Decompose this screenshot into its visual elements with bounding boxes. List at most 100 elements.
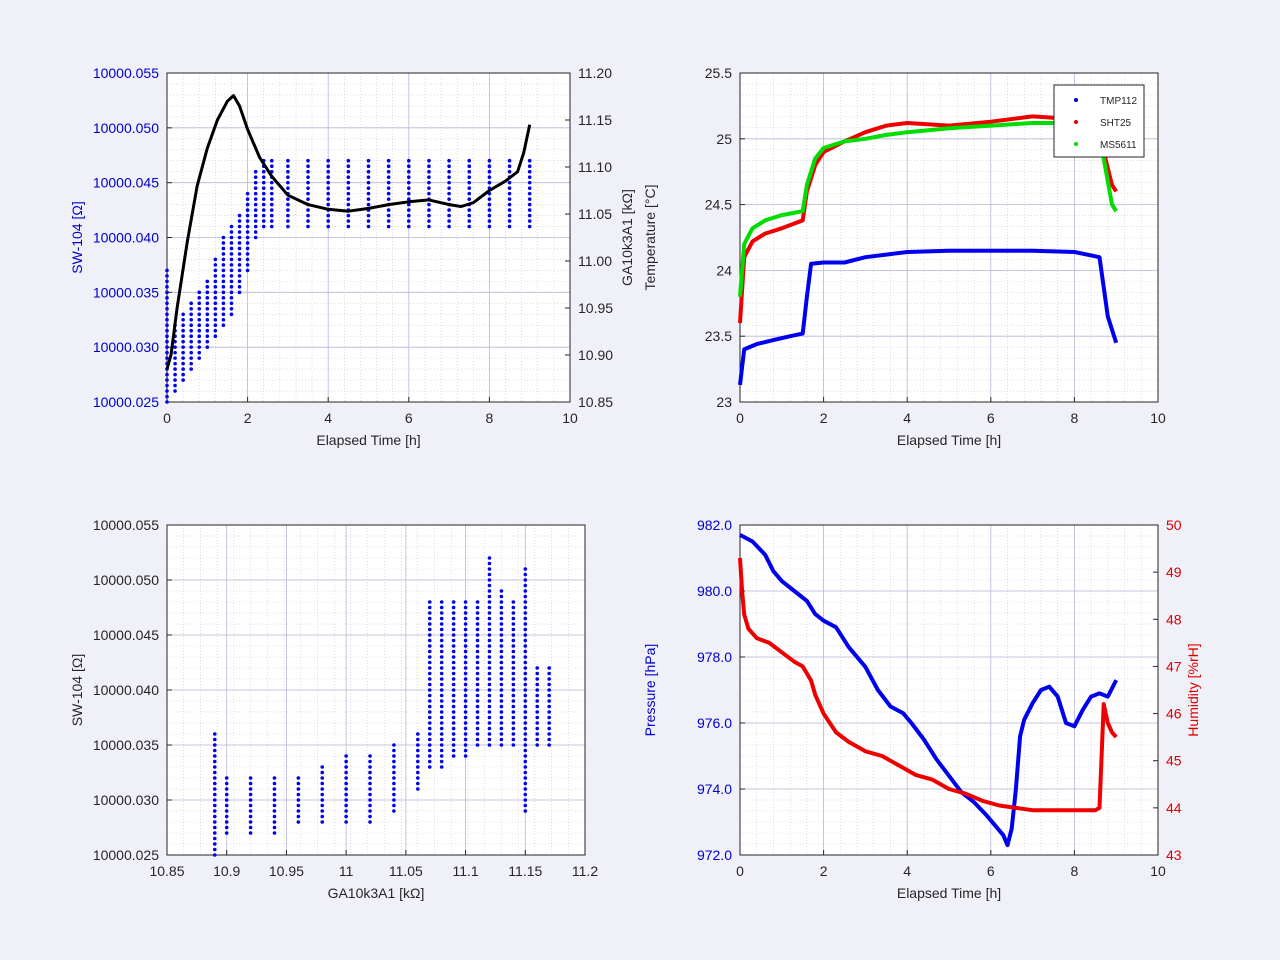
data-point — [366, 219, 371, 223]
data-point — [189, 323, 193, 328]
data-point — [507, 169, 512, 174]
data-point — [523, 759, 528, 764]
data-point — [205, 345, 210, 349]
data-point — [392, 776, 396, 780]
data-point — [447, 169, 451, 174]
data-point — [320, 814, 325, 819]
data-point — [427, 186, 431, 190]
data-point — [407, 191, 411, 196]
data-point — [237, 263, 242, 267]
data-point — [366, 169, 371, 174]
data-point — [427, 748, 432, 753]
data-point — [189, 339, 193, 344]
data-point — [344, 781, 348, 786]
data-point — [451, 721, 456, 725]
y-tick-label: 980.0 — [697, 583, 732, 599]
data-point — [499, 600, 504, 604]
data-point — [416, 748, 420, 753]
data-point — [416, 732, 420, 736]
y-tick-label: 982.0 — [697, 517, 732, 533]
data-point — [523, 600, 528, 604]
data-point — [213, 263, 218, 267]
data-point — [427, 158, 431, 163]
data-point — [499, 589, 504, 593]
data-point — [523, 616, 528, 621]
data-point — [229, 274, 234, 278]
data-point — [523, 781, 528, 786]
data-point — [269, 158, 274, 163]
data-point — [344, 770, 348, 775]
data-point — [511, 622, 516, 626]
data-point — [366, 175, 371, 179]
data-point — [523, 726, 528, 731]
data-point — [286, 164, 290, 169]
data-point — [392, 798, 396, 802]
y-tick-label: 23 — [716, 394, 732, 410]
data-point — [427, 649, 432, 654]
data-point — [427, 715, 432, 720]
data-point — [487, 699, 492, 703]
data-point — [475, 638, 480, 643]
data-point — [487, 693, 492, 698]
y-tick-label: 23.5 — [705, 328, 732, 344]
data-point — [527, 224, 532, 229]
data-point — [212, 798, 217, 802]
data-point — [427, 169, 431, 174]
data-point — [229, 263, 234, 267]
data-point — [427, 213, 431, 218]
data-point — [261, 175, 266, 179]
data-point — [392, 765, 396, 769]
data-point — [386, 169, 391, 174]
data-point — [326, 175, 331, 179]
data-point — [229, 246, 234, 251]
data-point — [487, 627, 492, 632]
data-point — [427, 164, 431, 169]
data-point — [499, 633, 504, 637]
data-point — [451, 600, 456, 604]
data-point — [439, 765, 444, 769]
data-point — [181, 345, 185, 349]
data-point — [212, 831, 217, 835]
data-point — [463, 693, 468, 698]
data-point — [269, 186, 274, 190]
data-point — [427, 208, 431, 212]
data-point — [326, 164, 331, 169]
data-point — [248, 798, 253, 802]
data-point — [253, 186, 258, 190]
y-right-tick-label: 48 — [1166, 611, 1182, 627]
y-right-tick-label: 44 — [1166, 800, 1182, 816]
data-point — [221, 285, 226, 289]
data-point — [535, 704, 540, 709]
data-point — [212, 814, 217, 819]
data-point — [248, 831, 253, 835]
plot-frame — [739, 72, 1159, 403]
data-point — [224, 820, 229, 824]
data-point — [499, 666, 504, 670]
data-point — [535, 726, 540, 731]
data-point — [212, 847, 217, 852]
data-point — [487, 671, 492, 676]
data-point — [499, 688, 504, 692]
y-right-tick-label: 49 — [1166, 564, 1182, 580]
data-point — [237, 285, 242, 289]
data-point — [475, 671, 480, 676]
data-point — [229, 279, 234, 284]
data-point — [463, 666, 468, 670]
data-point — [451, 627, 456, 632]
data-point — [346, 186, 351, 190]
y-right-tick-label: 46 — [1166, 706, 1182, 722]
data-point — [487, 743, 492, 747]
data-point — [366, 197, 371, 201]
data-point — [165, 389, 169, 393]
data-point — [467, 180, 472, 185]
data-point — [165, 400, 169, 404]
data-point — [439, 644, 444, 648]
data-point — [165, 350, 169, 355]
data-point — [165, 290, 169, 295]
data-point — [451, 677, 456, 681]
data-point — [475, 710, 480, 714]
data-point — [165, 279, 169, 284]
data-point — [535, 710, 540, 714]
data-point — [366, 213, 371, 218]
data-point — [248, 781, 253, 786]
